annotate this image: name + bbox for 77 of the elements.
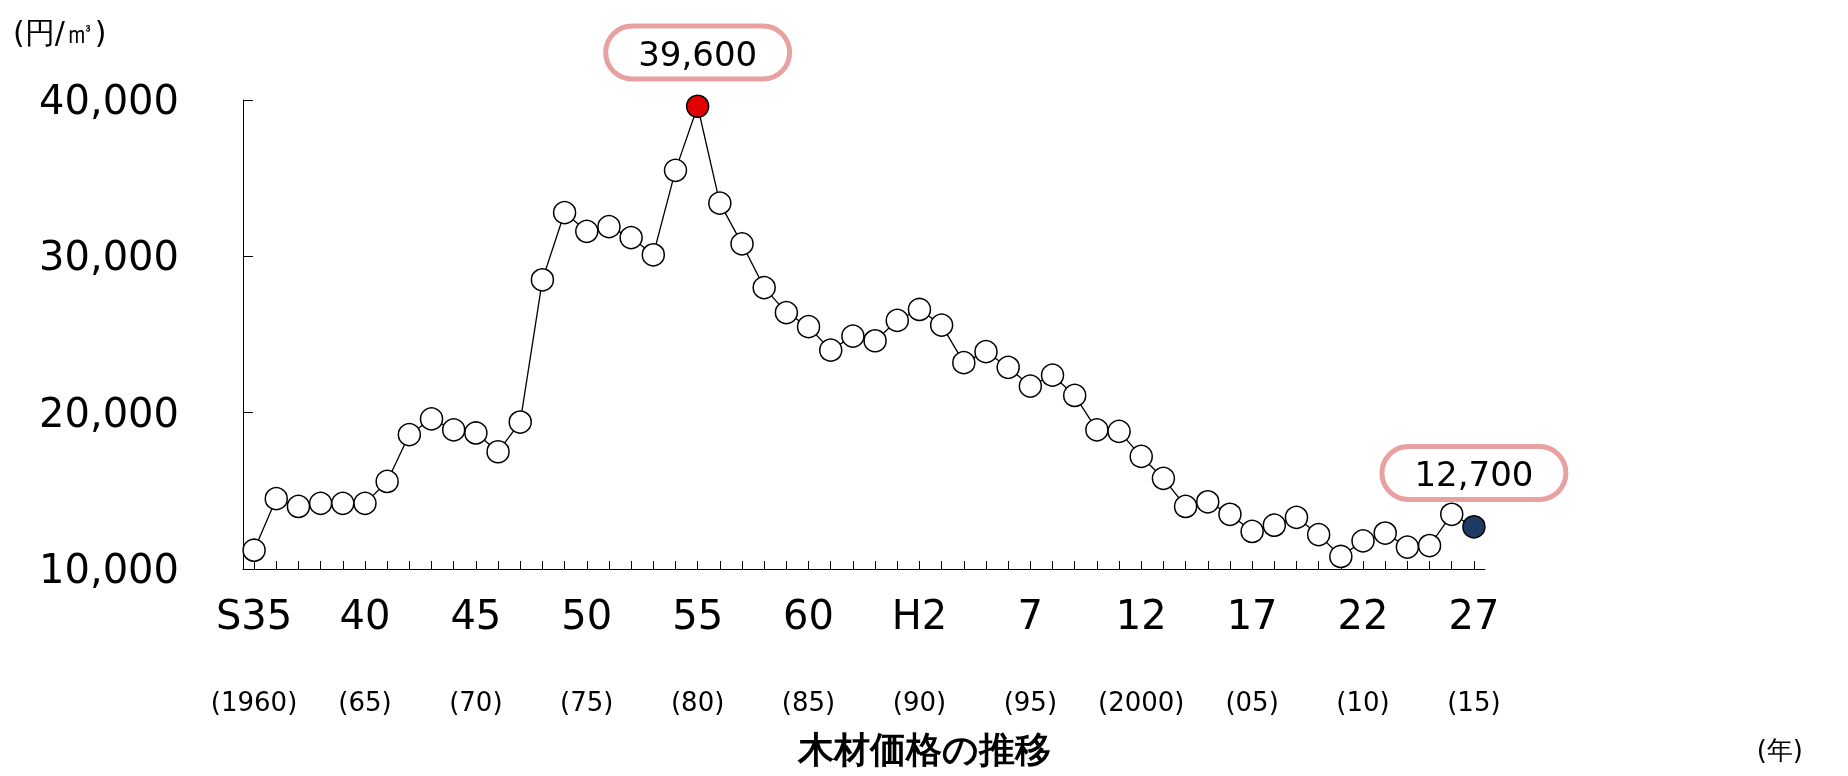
- point: [508, 410, 532, 434]
- point: [974, 339, 998, 364]
- data-label: 39,600: [638, 33, 758, 74]
- category-label: 7 (95): [1003, 592, 1058, 717]
- y-axis-title: (円/㎥): [13, 14, 107, 50]
- category-label: H2 (90): [891, 592, 948, 717]
- point: [841, 324, 865, 348]
- point: [441, 418, 466, 442]
- point: [530, 268, 555, 292]
- point: [952, 350, 976, 375]
- point: [1417, 533, 1442, 558]
- point: [1284, 505, 1309, 530]
- y-tick-label: 20,000: [39, 389, 179, 436]
- point: [419, 407, 444, 431]
- point: [1129, 444, 1153, 469]
- point: [1062, 383, 1087, 408]
- text: 木材価格の推移: [796, 728, 1051, 770]
- point: [1085, 418, 1109, 442]
- y-tick-label: 10,000: [39, 546, 179, 592]
- point: [663, 158, 688, 183]
- category-label: 60 (85): [781, 592, 836, 717]
- category-label: 50 (75): [560, 592, 614, 717]
- category-label: 27 (15): [1447, 592, 1501, 717]
- point: [1351, 529, 1375, 553]
- point: [1440, 502, 1464, 527]
- point: [1306, 522, 1331, 547]
- point: [375, 469, 399, 494]
- point: [1395, 535, 1420, 559]
- point: [1240, 519, 1264, 544]
- point: [486, 440, 510, 464]
- category-label: 40 (65): [338, 592, 392, 717]
- point: [752, 275, 776, 300]
- point: [308, 491, 333, 516]
- category-label: 55 (80): [670, 592, 725, 717]
- y-tick-label: 30,000: [39, 233, 179, 280]
- point: [1262, 513, 1287, 537]
- category-label: 17 (05): [1225, 592, 1279, 717]
- category-label: 45 (70): [449, 592, 503, 717]
- point: [1462, 515, 1486, 539]
- y-tick-label: 40,000: [39, 77, 179, 123]
- point: [929, 313, 954, 337]
- point: [552, 200, 577, 225]
- point: [264, 486, 289, 511]
- point: [464, 421, 488, 445]
- point: [1107, 419, 1131, 444]
- point: [641, 243, 666, 267]
- point: [1173, 494, 1198, 519]
- point: [1151, 466, 1176, 491]
- category-label: S35 (1960): [210, 592, 298, 717]
- point: [685, 94, 710, 118]
- point: [1196, 490, 1220, 514]
- point: [1040, 363, 1065, 387]
- point: [1218, 502, 1242, 527]
- category-label: 12 (2000): [1098, 592, 1185, 717]
- point: [286, 494, 311, 519]
- point: [708, 191, 732, 215]
- point: [331, 491, 355, 516]
- text: (年): [1756, 735, 1804, 765]
- category-label: 22 (10): [1336, 592, 1390, 717]
- point: [1329, 544, 1353, 569]
- point: [353, 491, 377, 516]
- point: [242, 538, 266, 562]
- point: [819, 338, 843, 362]
- data-label: 12,700: [1414, 454, 1534, 495]
- point: [619, 225, 643, 250]
- point: [730, 232, 754, 256]
- point: [397, 422, 422, 447]
- point: [774, 300, 799, 325]
- point: [575, 219, 599, 244]
- point: [863, 329, 887, 353]
- point: [1018, 374, 1043, 398]
- point: [796, 314, 821, 339]
- point: [597, 214, 621, 239]
- point: [996, 355, 1020, 380]
- point: [1373, 521, 1397, 545]
- point: [907, 297, 932, 322]
- point: [885, 308, 910, 333]
